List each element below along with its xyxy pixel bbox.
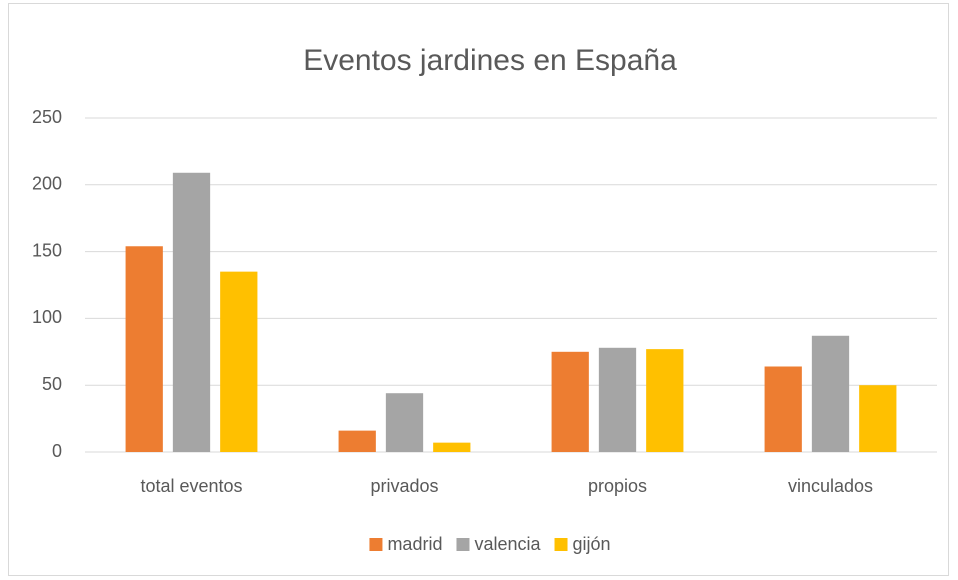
bar bbox=[646, 349, 684, 452]
bar bbox=[433, 442, 471, 452]
bar bbox=[125, 246, 163, 452]
bar bbox=[172, 172, 211, 452]
legend-label: madrid bbox=[387, 534, 442, 554]
y-tick-label: 50 bbox=[42, 374, 62, 394]
bar bbox=[811, 335, 850, 452]
y-tick-label: 150 bbox=[32, 240, 62, 260]
x-tick-label: vinculados bbox=[788, 476, 873, 496]
x-tick-label: total eventos bbox=[140, 476, 242, 496]
x-tick-label: propios bbox=[588, 476, 647, 496]
legend-label: valencia bbox=[474, 534, 541, 554]
bar bbox=[598, 347, 637, 452]
y-tick-label: 100 bbox=[32, 307, 62, 327]
legend-swatch bbox=[456, 538, 470, 551]
bar bbox=[764, 366, 802, 452]
legend-swatch bbox=[369, 538, 383, 551]
bar bbox=[385, 393, 424, 452]
legend-swatch bbox=[554, 538, 568, 551]
x-tick-label: privados bbox=[370, 476, 438, 496]
y-tick-label: 200 bbox=[32, 174, 62, 194]
bar bbox=[551, 351, 589, 452]
chart-frame bbox=[8, 3, 949, 576]
bar bbox=[338, 430, 376, 452]
legend-label: gijón bbox=[573, 534, 611, 554]
bar bbox=[220, 271, 258, 452]
chart-title: Eventos jardines en España bbox=[303, 44, 677, 77]
y-tick-label: 250 bbox=[32, 107, 62, 127]
y-tick-label: 0 bbox=[52, 441, 62, 461]
bar bbox=[859, 385, 897, 452]
